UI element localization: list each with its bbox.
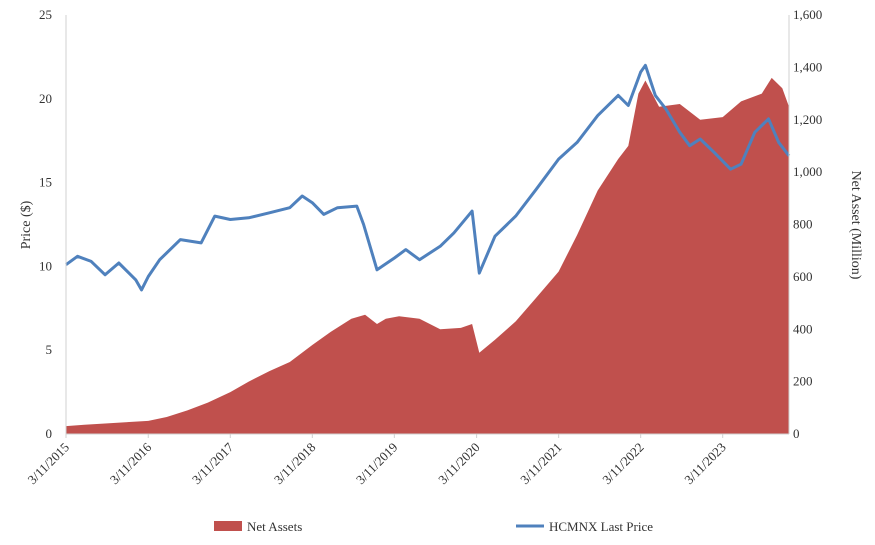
x-tick-label: 3/11/2017 bbox=[189, 439, 237, 487]
right-tick-label: 1,000 bbox=[793, 164, 822, 179]
price-line bbox=[65, 63, 791, 292]
left-axis-title: Price ($) bbox=[19, 200, 34, 249]
net-assets-area-layer bbox=[66, 77, 789, 435]
left-tick-label: 5 bbox=[46, 342, 53, 357]
left-tick-label: 25 bbox=[39, 7, 52, 22]
right-tick-label: 800 bbox=[793, 217, 813, 232]
right-tick-label: 1,200 bbox=[793, 112, 822, 127]
right-tick-label: 1,400 bbox=[793, 59, 822, 74]
legend-swatch-net-assets bbox=[214, 521, 242, 531]
left-tick-label: 10 bbox=[39, 258, 52, 273]
x-tick-label: 3/11/2020 bbox=[435, 440, 483, 488]
left-tick-label: 0 bbox=[46, 426, 53, 441]
right-tick-label: 1,600 bbox=[793, 7, 822, 22]
legend-label-net-assets: Net Assets bbox=[247, 519, 302, 534]
left-tick-label: 15 bbox=[39, 175, 52, 190]
right-tick-label: 600 bbox=[793, 269, 813, 284]
x-tick-label: 3/11/2018 bbox=[271, 440, 319, 488]
right-tick-label: 0 bbox=[793, 426, 800, 441]
legend-label-price: HCMNX Last Price bbox=[549, 519, 653, 534]
x-tick-label: 3/11/2022 bbox=[599, 440, 647, 488]
right-tick-label: 200 bbox=[793, 374, 813, 389]
left-tick-label: 20 bbox=[39, 91, 52, 106]
x-tick-label: 3/11/2016 bbox=[107, 439, 155, 487]
x-tick-label: 3/11/2015 bbox=[25, 440, 73, 488]
net-assets-area bbox=[66, 77, 789, 435]
right-axis-title: Net Asset (Million) bbox=[848, 171, 863, 280]
right-tick-label: 400 bbox=[793, 321, 813, 336]
legend: Net Assets HCMNX Last Price bbox=[214, 519, 653, 534]
x-tick-label: 3/11/2023 bbox=[681, 440, 729, 488]
x-tick-label: 3/11/2021 bbox=[517, 440, 565, 488]
axes-layer bbox=[65, 15, 790, 438]
x-tick-label: 3/11/2019 bbox=[353, 440, 401, 488]
price-line-layer bbox=[65, 63, 791, 292]
